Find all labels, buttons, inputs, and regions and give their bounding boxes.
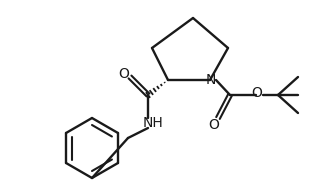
Text: O: O	[209, 118, 219, 132]
Text: O: O	[118, 67, 129, 81]
Text: N: N	[206, 73, 216, 87]
Text: O: O	[251, 86, 262, 100]
Text: NH: NH	[143, 116, 163, 130]
